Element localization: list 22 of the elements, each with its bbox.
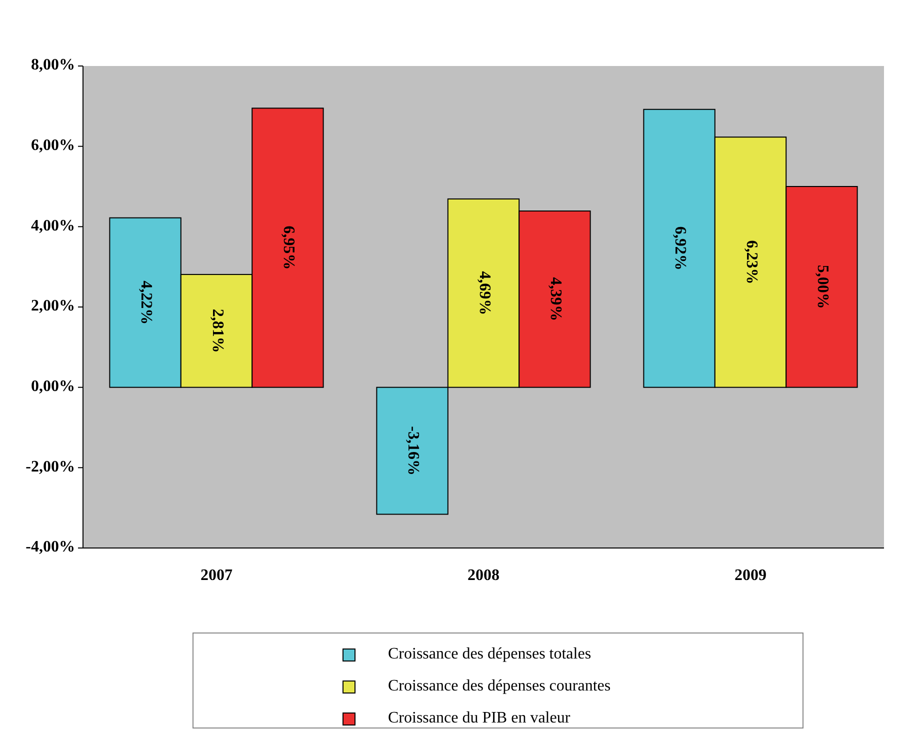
data-label: 2,81% bbox=[208, 308, 226, 353]
legend-label: Croissance des dépenses courantes bbox=[388, 678, 611, 695]
y-tick-label: 8,00% bbox=[31, 56, 75, 74]
y-tick-label: 2,00% bbox=[31, 298, 75, 315]
data-label: 6,95% bbox=[280, 226, 298, 270]
y-tick-label: 6,00% bbox=[31, 137, 75, 154]
data-label: 4,69% bbox=[476, 271, 493, 316]
legend-label: Croissance des dépenses totales bbox=[388, 646, 592, 663]
y-tick-label: -2,00% bbox=[26, 458, 75, 476]
x-tick-label: 2009 bbox=[734, 567, 766, 584]
x-tick-label: 2008 bbox=[468, 567, 500, 584]
y-tick-label: -4,00% bbox=[26, 538, 75, 556]
y-tick-label: 4,00% bbox=[31, 217, 75, 234]
data-label: 6,92% bbox=[672, 226, 689, 270]
data-label: 4,39% bbox=[547, 277, 564, 322]
data-label: 6,23% bbox=[742, 240, 760, 284]
data-label: 4,22% bbox=[138, 280, 155, 325]
y-tick-label: 0,00% bbox=[31, 378, 75, 396]
legend-label: Croissance du PIB en valeur bbox=[388, 710, 571, 727]
data-label: -3,16% bbox=[404, 426, 422, 476]
data-label: 5,00% bbox=[814, 264, 832, 309]
x-tick-label: 2007 bbox=[200, 567, 232, 584]
